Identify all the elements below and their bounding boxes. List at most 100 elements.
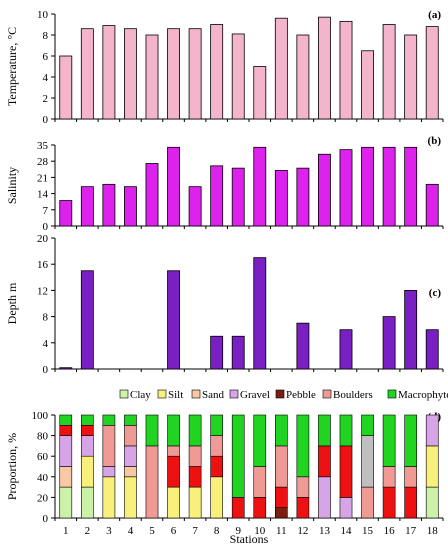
bar-segment bbox=[404, 466, 418, 488]
panel-label: (a) bbox=[428, 9, 441, 21]
bar bbox=[59, 55, 73, 120]
bar bbox=[124, 186, 137, 227]
panel-label: (b) bbox=[428, 135, 442, 147]
bar bbox=[296, 167, 310, 227]
y-tick-label: 16 bbox=[37, 259, 49, 271]
bar bbox=[361, 146, 374, 227]
bar-segment bbox=[80, 414, 94, 426]
bar-segment bbox=[339, 497, 353, 519]
legend-swatch bbox=[229, 389, 239, 399]
bar-segment bbox=[274, 507, 288, 519]
bar-segment bbox=[167, 414, 180, 447]
y-tick-label: 0 bbox=[43, 364, 49, 376]
bar-segment bbox=[318, 445, 331, 478]
bar-segment bbox=[425, 486, 439, 519]
legend-label: Macrophytes bbox=[398, 389, 448, 401]
bar-segment bbox=[210, 435, 224, 457]
bar-segment bbox=[102, 466, 116, 478]
y-tick-label: 20 bbox=[37, 233, 49, 245]
legend-label: Boulders bbox=[333, 389, 373, 401]
bar-segment bbox=[361, 435, 374, 488]
bar bbox=[167, 146, 180, 227]
bar bbox=[124, 28, 137, 120]
y-tick-label: 0 bbox=[43, 114, 49, 126]
bar-segment bbox=[318, 476, 331, 519]
legend-swatch bbox=[322, 389, 332, 399]
x-tick-label: 11 bbox=[276, 525, 287, 537]
y-tick-label: 0 bbox=[43, 221, 49, 233]
bar-segment bbox=[124, 414, 137, 426]
bar-segment bbox=[59, 466, 73, 488]
x-tick-label: 14 bbox=[341, 525, 353, 537]
y-tick-label: 4 bbox=[43, 72, 49, 84]
bar-segment bbox=[253, 466, 267, 498]
bar-segment bbox=[382, 466, 396, 488]
bar bbox=[102, 183, 116, 227]
bar-segment bbox=[167, 455, 180, 488]
x-tick-label: 8 bbox=[214, 525, 220, 537]
bar-segment bbox=[188, 414, 202, 447]
bar-segment bbox=[145, 445, 159, 519]
bar-segment bbox=[59, 424, 73, 436]
bar-segment bbox=[167, 486, 180, 519]
bar-segment bbox=[80, 486, 94, 519]
bar-segment bbox=[102, 424, 116, 467]
y-tick-label: 4 bbox=[43, 338, 49, 350]
legend-swatch bbox=[275, 389, 285, 399]
bar bbox=[59, 200, 73, 227]
x-tick-label: 18 bbox=[427, 525, 439, 537]
bar bbox=[231, 335, 245, 370]
legend-label: Pebble bbox=[286, 389, 316, 401]
x-tick-label: 2 bbox=[85, 525, 91, 537]
x-tick-label: 4 bbox=[128, 525, 134, 537]
bar-segment bbox=[188, 445, 202, 467]
bar bbox=[80, 270, 94, 370]
bar bbox=[210, 24, 224, 120]
y-tick-label: 20 bbox=[37, 492, 49, 504]
y-tick-label: 100 bbox=[32, 410, 49, 422]
bar bbox=[382, 24, 396, 120]
bar-segment bbox=[59, 486, 73, 519]
bar bbox=[339, 20, 353, 120]
bar bbox=[361, 50, 374, 120]
bar bbox=[231, 33, 245, 120]
y-axis-label: Salinity bbox=[5, 167, 19, 204]
legend-label: Sand bbox=[202, 389, 225, 401]
bar-segment bbox=[425, 414, 439, 447]
bar bbox=[231, 167, 245, 227]
bar bbox=[59, 367, 73, 370]
x-tick-label: 17 bbox=[405, 525, 417, 537]
bar bbox=[253, 146, 267, 227]
bar bbox=[296, 34, 310, 120]
bar bbox=[188, 186, 202, 227]
x-tick-label: 10 bbox=[254, 525, 266, 537]
bar-segment bbox=[124, 424, 137, 447]
y-axis-label: Temperature, °C bbox=[5, 27, 19, 106]
y-tick-label: 7 bbox=[43, 205, 49, 217]
bar bbox=[145, 163, 159, 227]
bar bbox=[382, 316, 396, 370]
bar bbox=[339, 149, 353, 227]
y-tick-label: 21 bbox=[37, 172, 48, 184]
x-tick-label: 6 bbox=[171, 525, 177, 537]
bar-segment bbox=[274, 414, 288, 447]
bar bbox=[425, 183, 439, 227]
bar-segment bbox=[80, 455, 94, 488]
bar-segment bbox=[167, 445, 180, 457]
y-tick-label: 80 bbox=[37, 431, 49, 443]
bar bbox=[274, 170, 288, 227]
bar bbox=[188, 28, 202, 120]
bar-segment bbox=[296, 497, 310, 519]
legend-swatch bbox=[191, 389, 201, 399]
bar-segment bbox=[382, 414, 396, 467]
legend-label: Clay bbox=[130, 389, 151, 401]
legend-swatch bbox=[119, 389, 129, 399]
x-tick-label: 9 bbox=[235, 525, 241, 537]
bar-segment bbox=[124, 466, 137, 478]
legend-swatch bbox=[157, 389, 167, 399]
y-tick-label: 8 bbox=[43, 30, 49, 42]
y-tick-label: 0 bbox=[43, 513, 49, 525]
x-tick-label: 5 bbox=[149, 525, 155, 537]
bar-segment bbox=[253, 497, 267, 519]
